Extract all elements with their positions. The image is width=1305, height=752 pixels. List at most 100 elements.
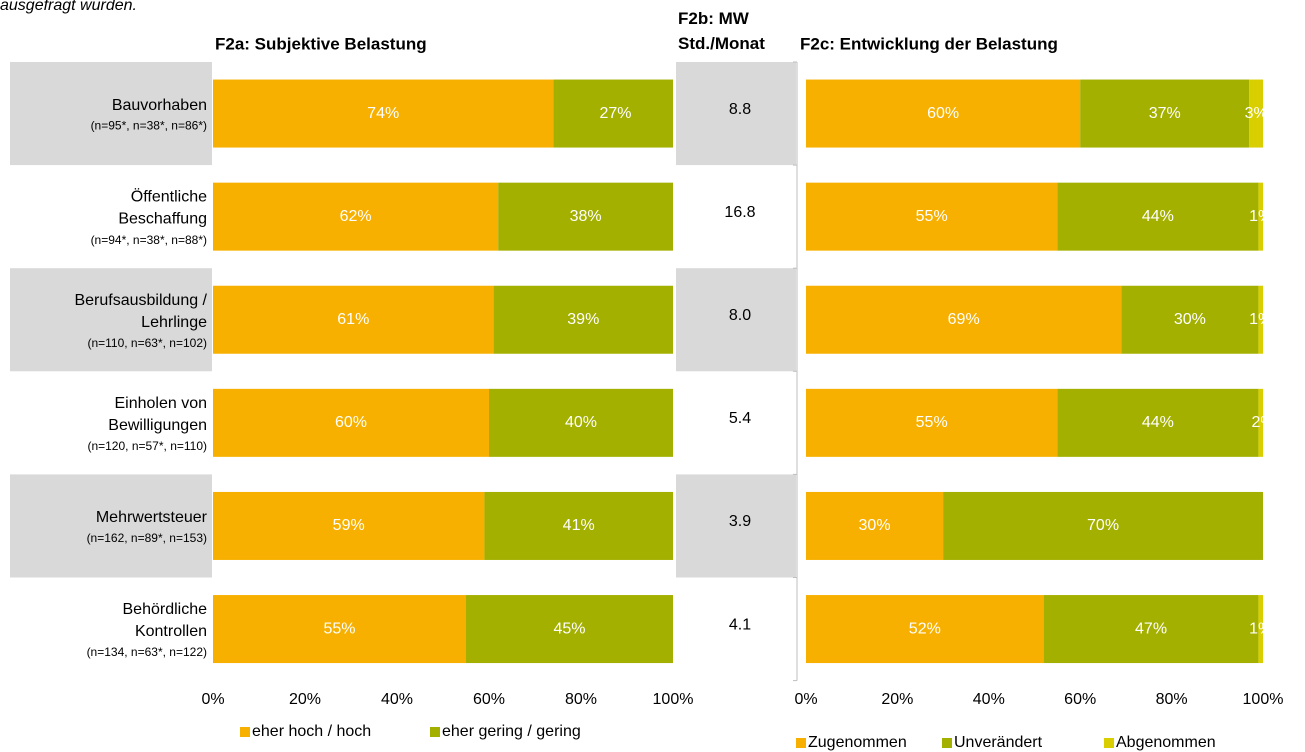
bar-segment <box>489 388 673 457</box>
value-label: 37% <box>1149 105 1181 122</box>
value-label: 44% <box>1142 414 1174 431</box>
value-label: 3% <box>1245 105 1268 122</box>
note: ausgefragt wurden. <box>0 0 137 14</box>
bar-segment <box>806 595 1044 664</box>
value-label: 62% <box>340 208 372 225</box>
bar-segment <box>484 491 673 560</box>
value-label: 30% <box>859 517 891 534</box>
x-tick-label: 20% <box>289 691 321 708</box>
bar-segment <box>213 182 499 251</box>
value-label: 59% <box>333 517 365 534</box>
bar-segment <box>806 79 1081 148</box>
value-label: 69% <box>948 311 980 328</box>
category-label: Öffentliche Beschaffung <box>118 188 207 228</box>
bar-segment <box>1057 182 1259 251</box>
column-value: 8.0 <box>729 307 751 324</box>
bar-segment <box>493 285 673 354</box>
legend-swatch <box>1104 738 1114 748</box>
row-band <box>676 268 796 372</box>
plot-area: 74% 27% 62% 38% 61% 39% 60% 40% 59% 41% 55% 45% <box>213 79 673 664</box>
bar-segment <box>1080 79 1250 148</box>
bar-segment <box>806 491 944 560</box>
value-label: 1% <box>1249 208 1272 225</box>
value-label: 60% <box>927 105 959 122</box>
bar-segment <box>1258 182 1263 251</box>
bar-segment <box>466 595 673 664</box>
bar-segment <box>213 491 485 560</box>
x-tick-label: 20% <box>881 691 913 708</box>
bar-segment <box>498 182 673 251</box>
value-label: 27% <box>599 105 631 122</box>
legend-label: eher hoch / hoch <box>252 723 371 740</box>
category-label: Behördliche Kontrollen <box>123 601 208 640</box>
legend-swatch <box>430 727 440 737</box>
value-label: 55% <box>916 414 948 431</box>
bar-segment <box>1043 595 1259 664</box>
bar-segment <box>806 182 1058 251</box>
row-band <box>10 62 212 166</box>
bar-segment <box>943 491 1263 560</box>
bar-segment <box>1121 285 1259 354</box>
bar-segment <box>1258 595 1263 664</box>
category-label: Berufsausbildung / Lehrlinge <box>74 292 207 331</box>
value-label: 55% <box>323 620 355 637</box>
value-label: 40% <box>565 414 597 431</box>
plot-area: 60% 37% 3% 55% 44% 1% 69% 30% 1% 55% 44% 2% 30% 70% 52… <box>806 79 1274 664</box>
legend-swatch <box>942 738 952 748</box>
bar-segment <box>1249 79 1263 148</box>
row-band <box>676 474 796 578</box>
category-note: (n=162, n=89*, n=153) <box>87 531 207 545</box>
category-note: (n=110, n=63*, n=102) <box>87 336 207 350</box>
x-tick-label: 100% <box>653 691 694 708</box>
value-label: 60% <box>335 414 367 431</box>
bar-segment <box>213 595 466 664</box>
legend-label: Abgenommen <box>1116 734 1216 751</box>
x-tick-label: 0% <box>794 691 817 708</box>
chart-title: F2c: Entwicklung der Belastung <box>800 34 1058 53</box>
bar-segment <box>553 79 673 148</box>
x-tick-label: 40% <box>381 691 413 708</box>
bar-segment <box>213 79 554 148</box>
column-title: F2b: MW Std./Monat <box>678 9 765 53</box>
bar-segment <box>213 388 489 457</box>
row-band <box>676 62 796 166</box>
value-label: 47% <box>1135 620 1167 637</box>
value-label: 61% <box>337 311 369 328</box>
column-value: 16.8 <box>724 204 755 221</box>
bar-segment <box>1258 388 1263 457</box>
row-band <box>10 474 212 578</box>
category-label: Einholen von Bewilligungen <box>108 395 207 434</box>
value-label: 41% <box>563 517 595 534</box>
x-tick-label: 80% <box>1156 691 1188 708</box>
x-tick-label: 40% <box>973 691 1005 708</box>
value-label: 39% <box>567 311 599 328</box>
value-label: 70% <box>1087 517 1119 534</box>
chart-title: F2a: Subjektive Belastung <box>215 34 427 53</box>
row-band <box>10 268 212 372</box>
value-label: 1% <box>1249 620 1272 637</box>
bar-segment <box>1258 285 1263 354</box>
value-label: 55% <box>916 208 948 225</box>
category-label: Mehrwertsteuer <box>96 509 208 526</box>
value-label: 74% <box>367 105 399 122</box>
legend-label: Zugenommen <box>808 734 907 751</box>
value-label: 38% <box>570 208 602 225</box>
bar-segment <box>1057 388 1259 457</box>
bar-segment <box>806 388 1058 457</box>
column-value: 5.4 <box>729 410 751 427</box>
category-note: (n=120, n=57*, n=110) <box>87 439 207 453</box>
value-label: 30% <box>1174 311 1206 328</box>
category-note: (n=94*, n=38*, n=88*) <box>91 233 207 247</box>
x-tick-label: 100% <box>1243 691 1284 708</box>
legend-swatch <box>240 727 250 737</box>
legend-swatch <box>796 738 806 748</box>
category-note: (n=95*, n=38*, n=86*) <box>91 119 207 133</box>
x-tick-label: 80% <box>565 691 597 708</box>
value-label: 2% <box>1251 414 1274 431</box>
legend-label: Unverändert <box>954 734 1043 751</box>
x-tick-label: 0% <box>201 691 224 708</box>
column-value: 4.1 <box>729 616 751 633</box>
x-tick-label: 60% <box>1064 691 1096 708</box>
